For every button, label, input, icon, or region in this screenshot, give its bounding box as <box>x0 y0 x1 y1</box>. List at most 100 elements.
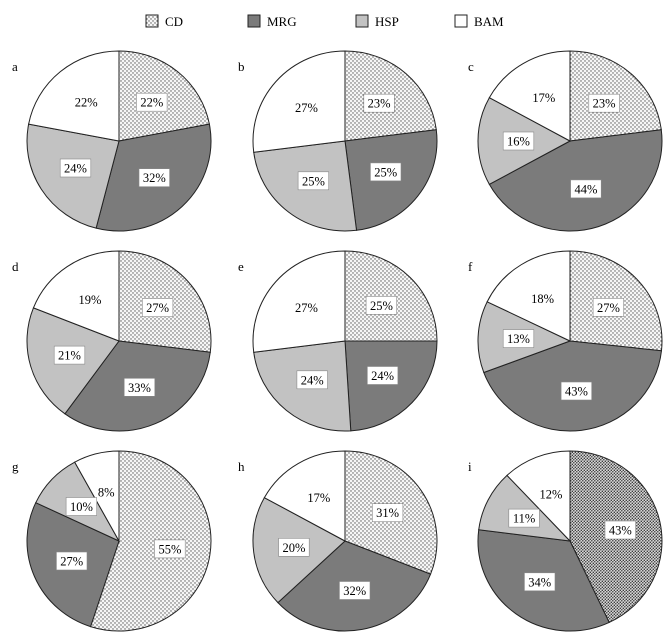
data-label-h-mrg: 32% <box>339 581 371 600</box>
data-label-text: 11% <box>513 512 535 526</box>
data-label-box <box>604 520 636 540</box>
data-label-b-mrg: 25% <box>370 162 402 182</box>
data-label-text: 23% <box>368 97 391 111</box>
legend-swatch-mrg <box>247 14 261 28</box>
data-label-box <box>570 179 602 199</box>
data-label-text: 32% <box>143 171 166 185</box>
data-label-box <box>502 131 535 151</box>
data-label-b-cd: 23% <box>363 93 395 113</box>
panel-label-i: i <box>468 459 472 474</box>
data-label-box <box>123 377 156 397</box>
data-label-h-cd: 31% <box>371 503 404 523</box>
data-label-h-bam: 17% <box>307 491 330 505</box>
data-label-f-hsp: 13% <box>502 329 535 348</box>
data-label-text: 25% <box>370 299 393 313</box>
pie-panel-a: a 22% 32% 24% 22% <box>12 50 212 232</box>
data-label-text: 25% <box>374 165 397 179</box>
panel-label-g: g <box>12 459 19 474</box>
data-label-g-cd: 55% <box>154 539 186 559</box>
pie-panel-b: b 23% 25% 25% 27% <box>238 50 438 232</box>
data-label-f-bam: 18% <box>531 292 554 306</box>
data-label-text: 18% <box>531 292 554 306</box>
data-label-text: 22% <box>140 96 163 110</box>
data-label-box <box>53 345 86 365</box>
pie-slice-e-mrg <box>344 340 438 432</box>
data-label-g-bam: 8% <box>98 486 115 500</box>
data-label-f-cd: 27% <box>592 298 624 317</box>
data-label-e-bam: 27% <box>295 301 318 315</box>
data-label-text: 27% <box>295 301 318 315</box>
data-label-text: 27% <box>60 555 83 569</box>
data-label-i-hsp: 11% <box>508 508 540 528</box>
data-label-b-hsp: 25% <box>297 171 330 191</box>
data-label-b-bam: 27% <box>295 101 318 115</box>
data-label-i-mrg: 34% <box>524 572 556 592</box>
legend-swatch-bam <box>454 14 468 28</box>
data-label-box <box>370 162 402 182</box>
pie-panel-h: h 31% 32% 20% 17% <box>238 450 438 632</box>
data-label-box <box>138 168 170 187</box>
panel-label-a: a <box>12 59 18 74</box>
panel-label-h: h <box>238 459 245 474</box>
pie-panels: a 22% 32% 24% 22% b 23% 25% 25% 27% c 23% 44% 16% 17% d… <box>12 50 663 632</box>
data-label-box <box>371 503 404 523</box>
legend-item-mrg: MRG <box>247 14 297 29</box>
data-label-i-bam: 12% <box>540 488 563 502</box>
data-label-text: 19% <box>79 293 102 307</box>
legend-label-cd: CD <box>165 14 183 29</box>
data-label-text: 44% <box>574 182 597 196</box>
pie-slice-e-cd <box>344 250 438 342</box>
data-label-text: 24% <box>371 369 394 383</box>
data-label-box <box>296 370 328 390</box>
data-label-box <box>142 298 174 318</box>
data-label-e-mrg: 24% <box>366 366 399 385</box>
data-label-text: 22% <box>75 96 98 110</box>
data-label-box <box>588 93 620 113</box>
data-label-box <box>278 537 310 557</box>
data-label-text: 17% <box>532 91 555 105</box>
data-label-box <box>560 381 592 401</box>
panel-label-e: e <box>238 259 244 274</box>
data-label-c-bam: 17% <box>532 91 555 105</box>
data-label-text: 55% <box>158 542 181 556</box>
panel-label-c: c <box>468 59 474 74</box>
data-label-a-hsp: 24% <box>59 158 92 178</box>
data-label-text: 17% <box>307 491 330 505</box>
data-label-box <box>363 93 395 113</box>
data-label-a-mrg: 32% <box>138 168 170 187</box>
data-label-text: 27% <box>597 301 620 315</box>
data-label-d-cd: 27% <box>142 298 174 318</box>
legend-label-bam: BAM <box>474 14 504 29</box>
pie-slice-c-bam <box>488 50 571 142</box>
data-label-text: 12% <box>540 488 563 502</box>
data-label-text: 27% <box>146 301 169 315</box>
data-label-i-cd: 43% <box>604 520 636 540</box>
data-label-text: 21% <box>58 349 81 363</box>
data-label-text: 43% <box>565 385 588 399</box>
data-label-c-mrg: 44% <box>570 179 602 199</box>
data-label-box <box>56 551 88 571</box>
data-label-box <box>592 298 624 317</box>
data-label-h-hsp: 20% <box>278 537 310 557</box>
pie-slice-h-bam <box>263 450 346 542</box>
legend-item-bam: BAM <box>454 14 504 29</box>
data-label-d-bam: 19% <box>79 293 102 307</box>
data-label-text: 32% <box>343 584 366 598</box>
data-label-box <box>502 329 535 348</box>
data-label-c-hsp: 16% <box>502 131 535 151</box>
pie-slice-d-bam <box>32 250 120 342</box>
data-label-text: 34% <box>528 575 551 589</box>
data-label-box <box>59 158 92 178</box>
data-label-text: 43% <box>609 524 632 538</box>
data-label-a-bam: 22% <box>75 96 98 110</box>
data-label-a-cd: 22% <box>136 92 168 112</box>
legend-swatch-cd <box>145 14 159 28</box>
data-label-text: 20% <box>282 541 305 555</box>
data-label-text: 24% <box>64 162 87 176</box>
legend-label-mrg: MRG <box>267 14 297 29</box>
data-label-box <box>508 508 540 528</box>
data-label-f-mrg: 43% <box>560 381 592 401</box>
legend-swatch-hsp <box>355 14 369 28</box>
legend-item-cd: CD <box>145 14 183 29</box>
